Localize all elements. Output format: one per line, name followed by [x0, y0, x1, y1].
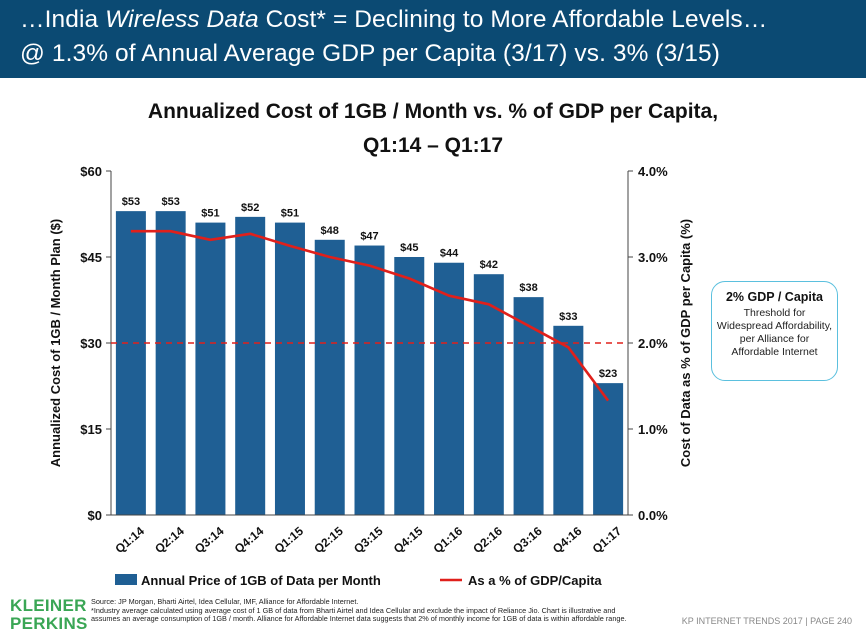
bar-value-label: $44	[440, 248, 459, 260]
bar	[593, 383, 624, 515]
chart-subtitle: Q1:14 – Q1:17	[362, 134, 504, 157]
source-line1: Source: JP Morgan, Bharti Airtel, Idea C…	[91, 597, 359, 606]
bar-value-label: $23	[599, 368, 617, 380]
x-tick-label: Q4:15	[391, 524, 426, 556]
x-tick-label: Q2:14	[152, 524, 187, 556]
bar	[513, 297, 544, 515]
bar	[394, 257, 425, 515]
chart: $53 $53 $51 $52 $51 $48 $47 $45 $44 $42 $38 $33 $23 $…	[48, 164, 693, 588]
y-tick-label-left: $15	[80, 422, 102, 437]
kleiner-perkins-logo: KLEINER PERKINS	[10, 597, 88, 633]
y-tick-label-right: 1.0%	[638, 422, 668, 437]
bar-value-label: $53	[122, 196, 140, 208]
bar-value-label: $42	[480, 259, 498, 271]
x-tick-label: Q2:16	[470, 524, 505, 556]
headline-italic: Wireless Data	[105, 6, 259, 33]
x-tick-label: Q4:14	[232, 524, 267, 556]
y-tick-label-left: $30	[80, 336, 102, 351]
bar-value-label: $38	[519, 282, 537, 294]
bar	[553, 325, 584, 515]
x-tick-label: Q1:15	[272, 524, 307, 556]
bar	[195, 222, 226, 515]
bar-value-label: $52	[241, 202, 259, 214]
y-tick-label-left: $60	[80, 164, 102, 179]
bar-value-label: $33	[559, 311, 577, 323]
x-tick-label: Q3:15	[351, 524, 386, 556]
page-footer: KP INTERNET TRENDS 2017 | PAGE 240	[681, 616, 852, 626]
callout-body: Threshold for Widespread Affordability, …	[716, 307, 833, 358]
header-banner: …India Wireless Data Cost* = Declining t…	[0, 0, 866, 78]
x-tick-label: Q1:14	[112, 524, 147, 556]
headline-prefix: …India	[20, 6, 106, 33]
bar-value-label: $48	[321, 225, 339, 237]
y-tick-label-right: 0.0%	[638, 508, 668, 523]
logo-line2: PERKINS	[10, 614, 88, 633]
y-axis-title-right: Cost of Data as % of GDP per Capita (%)	[678, 219, 693, 467]
y-tick-label-right: 4.0%	[638, 164, 668, 179]
logo-line1: KLEINER	[10, 596, 87, 615]
bar-value-label: $51	[281, 208, 299, 220]
bar	[473, 274, 504, 515]
legend-label-bar: Annual Price of 1GB of Data per Month	[141, 573, 381, 588]
x-tick-label: Q1:17	[590, 524, 625, 556]
legend-swatch-bar	[115, 574, 137, 585]
bar-value-label: $51	[201, 208, 219, 220]
bar-value-label: $47	[360, 231, 378, 243]
x-tick-label: Q3:14	[192, 524, 227, 556]
bar	[434, 262, 465, 515]
y-tick-label-right: 3.0%	[638, 250, 668, 265]
callout-heading: 2% GDP / Capita	[725, 290, 824, 304]
x-tick-label: Q2:15	[311, 524, 346, 556]
threshold-callout: 2% GDP / Capita Threshold for Widespread…	[711, 281, 838, 381]
source-note: Source: JP Morgan, Bharti Airtel, Idea C…	[91, 597, 631, 624]
chart-title: Annualized Cost of 1GB / Month vs. % of …	[147, 100, 719, 123]
bar-value-label: $45	[400, 242, 418, 254]
bar	[115, 211, 146, 515]
source-line2: *Industry average calculated using avera…	[91, 605, 627, 624]
subheadline: @ 1.3% of Annual Average GDP per Capita …	[20, 40, 721, 67]
bar	[155, 211, 186, 515]
y-tick-label-left: $0	[88, 508, 102, 523]
headline: …India Wireless Data Cost* = Declining t…	[20, 6, 767, 34]
x-tick-label: Q3:16	[510, 524, 545, 556]
bar	[274, 222, 305, 515]
headline-suffix: Cost* = Declining to More Affordable Lev…	[258, 6, 768, 33]
y-tick-label-left: $45	[80, 250, 102, 265]
bar	[235, 216, 266, 515]
x-tick-label: Q4:16	[550, 524, 585, 556]
bar	[314, 239, 345, 516]
legend-label-line: As a % of GDP/Capita	[468, 573, 602, 588]
bar	[354, 245, 385, 516]
gdp-percent-line	[130, 229, 610, 402]
y-tick-label-right: 2.0%	[638, 336, 668, 351]
bar-value-label: $53	[161, 196, 179, 208]
x-tick-label: Q1:16	[431, 524, 466, 556]
y-axis-title-left: Annualized Cost of 1GB / Month Plan ($)	[48, 219, 63, 467]
